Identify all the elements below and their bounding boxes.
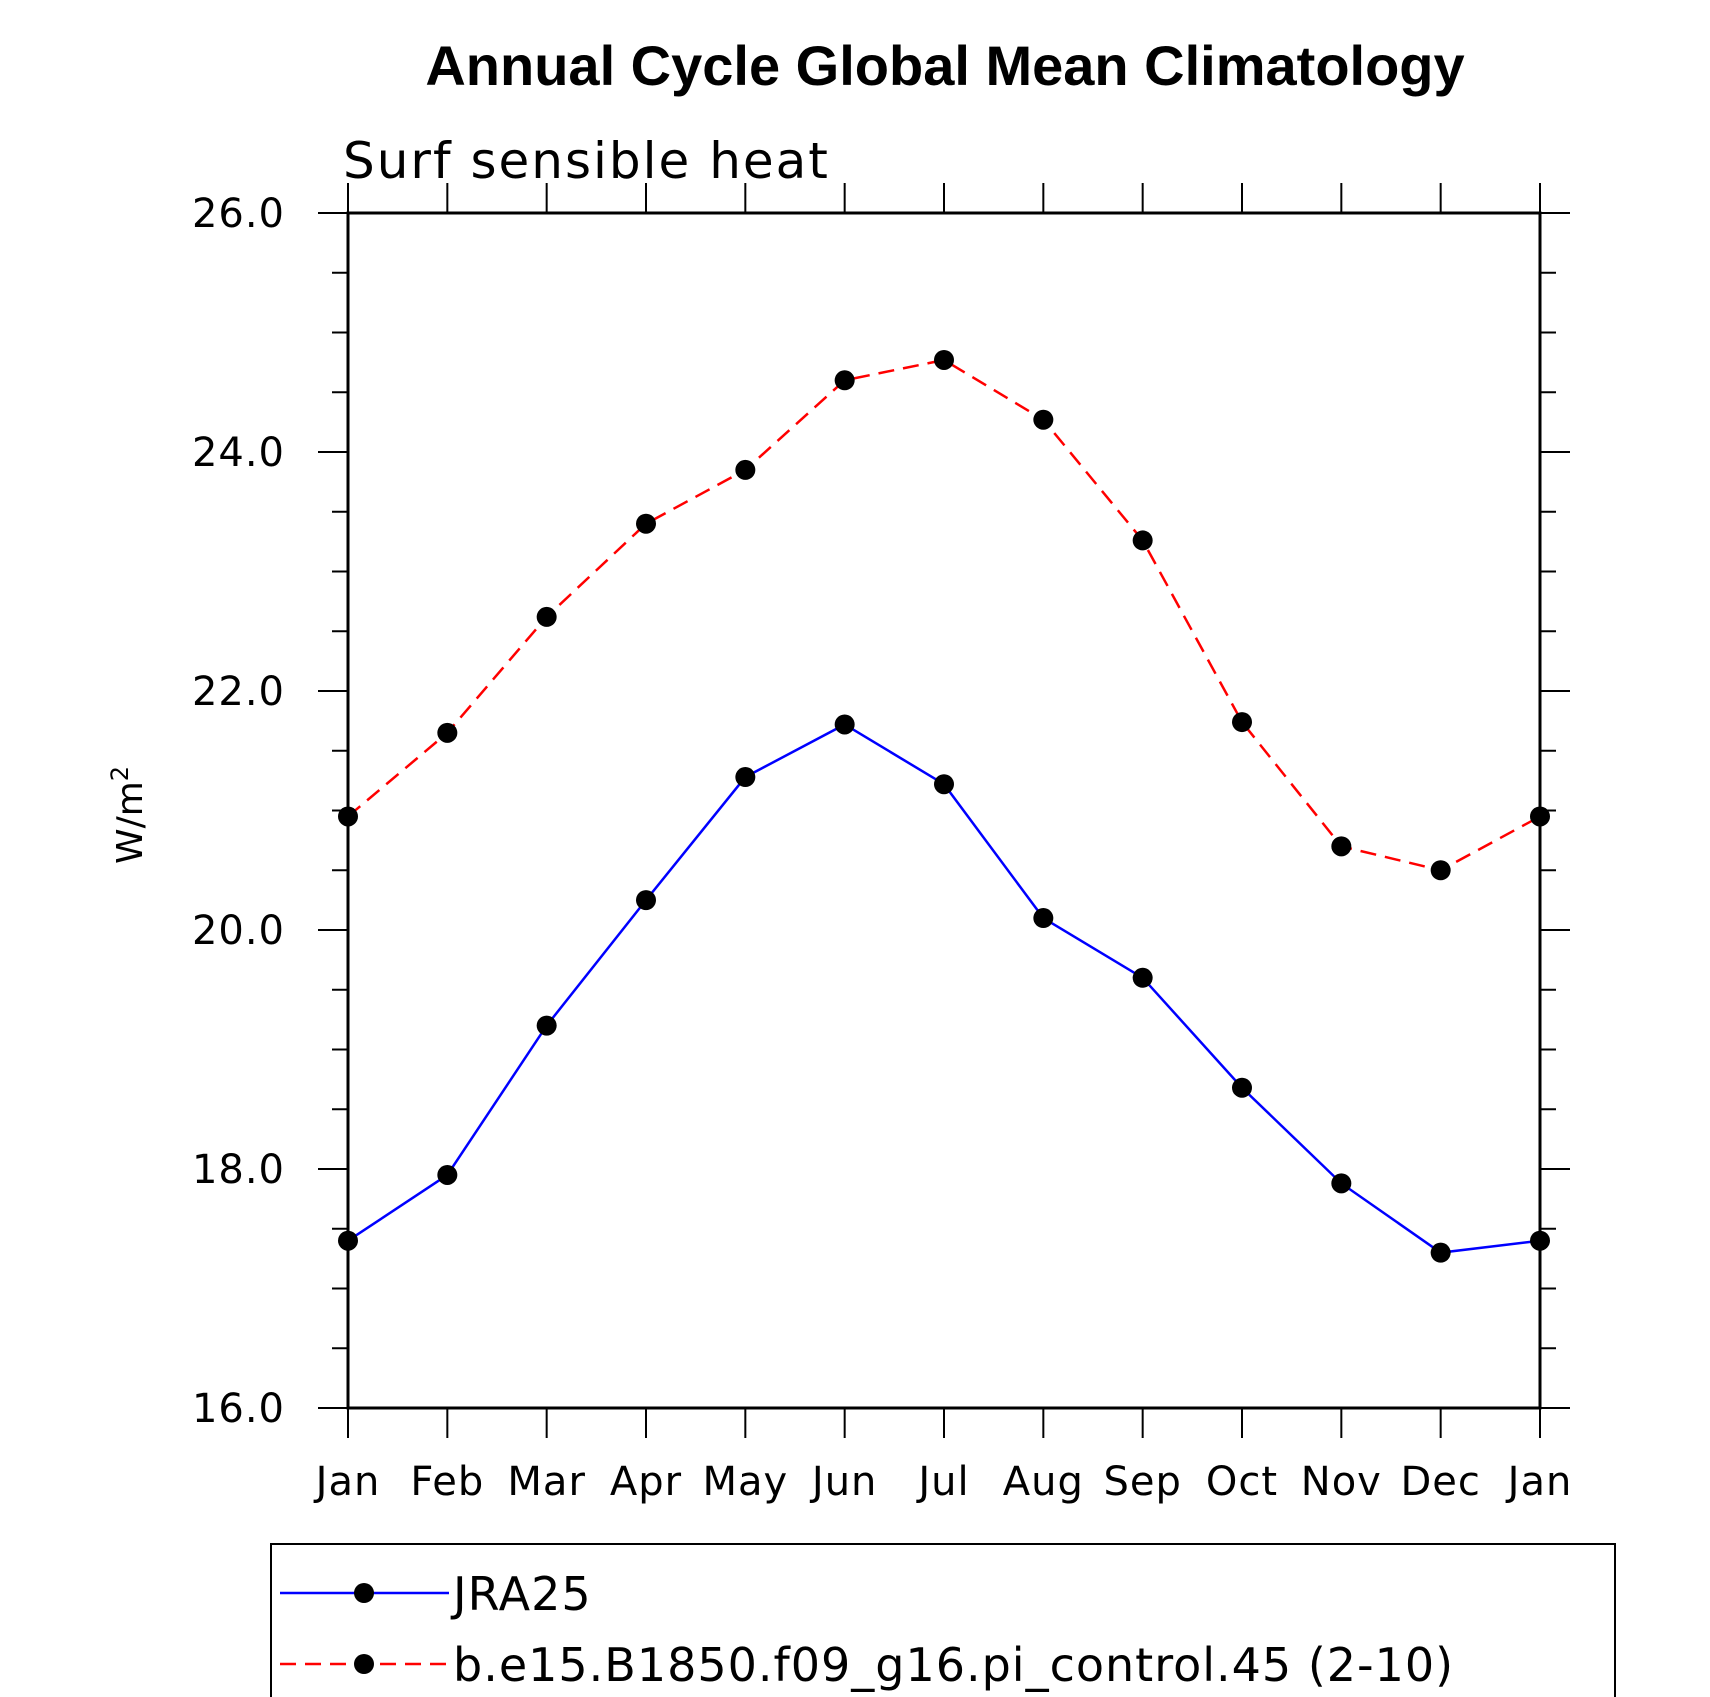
x-tick-label: Feb: [410, 1459, 484, 1505]
y-tick-label: 26.0: [192, 191, 285, 237]
y-axis: 16.0 18.0 20.0 22.0 24.0 26.0: [192, 191, 1570, 1432]
x-tick-label: Dec: [1400, 1459, 1480, 1505]
data-point: [1033, 409, 1054, 430]
data-point: [536, 1015, 557, 1036]
data-point: [1232, 712, 1252, 733]
legend-box: [270, 1543, 1616, 1697]
x-tick-label: Oct: [1206, 1459, 1278, 1505]
y-axis-label: W/m2: [106, 766, 151, 864]
x-tick-label: Aug: [1003, 1459, 1084, 1505]
x-tick-label: Mar: [507, 1459, 585, 1505]
series-line-0: [347, 723, 1541, 1254]
data-point: [1132, 967, 1153, 988]
data-point: [338, 1230, 358, 1251]
data-point: [1331, 1173, 1352, 1194]
x-tick-label: May: [702, 1459, 788, 1505]
legend-label-0: JRA25: [450, 1567, 592, 1621]
y-tick-label: 22.0: [192, 669, 285, 715]
data-point: [834, 714, 855, 735]
legend-marker-0: [354, 1583, 374, 1603]
data-point: [338, 806, 358, 827]
data-point: [536, 606, 557, 627]
data-point: [1430, 860, 1451, 881]
data-point: [1033, 908, 1054, 929]
data-point: [934, 774, 954, 795]
x-tick-label: Apr: [610, 1459, 682, 1505]
data-point: [1530, 1230, 1550, 1251]
data-point: [437, 722, 458, 743]
data-point: [934, 349, 954, 370]
x-tick-label: Nov: [1301, 1459, 1382, 1505]
chart-subtitle: Surf sensible heat: [343, 132, 830, 190]
y-tick-label: 24.0: [192, 430, 285, 476]
data-point: [735, 459, 756, 480]
data-point: [834, 370, 855, 391]
y-tick-label: 20.0: [192, 908, 285, 954]
plot-frame: [346, 211, 1542, 1410]
chart-title: Annual Cycle Global Mean Climatology: [425, 34, 1464, 97]
data-point: [1331, 836, 1352, 857]
plot-border: [346, 211, 1542, 1410]
x-tick-label: Jul: [915, 1459, 969, 1505]
x-tick-label: Jan: [313, 1459, 381, 1505]
data-point: [1430, 1242, 1451, 1263]
data-point: [735, 767, 756, 788]
y-tick-label: 18.0: [192, 1147, 285, 1193]
x-axis: Jan Feb Mar Apr May Jun Jul Aug Sep Oct Nov Dec Jan: [313, 183, 1573, 1505]
data-point: [1232, 1077, 1252, 1098]
x-tick-label: Jun: [809, 1459, 878, 1505]
data-point: [1530, 806, 1550, 827]
legend-marker-1: [354, 1654, 374, 1674]
legend: JRA25 b.e15.B1850.f09_g16.pi_control.45 (…: [270, 1543, 1616, 1697]
data-point: [437, 1164, 458, 1185]
y-tick-label: 16.0: [192, 1386, 285, 1432]
x-tick-label: Jan: [1505, 1459, 1573, 1505]
data-point: [1132, 530, 1153, 551]
series-layer: [338, 349, 1550, 1263]
data-point: [636, 890, 656, 911]
x-tick-label: Sep: [1103, 1459, 1181, 1505]
data-point: [636, 513, 656, 534]
legend-label-1: b.e15.B1850.f09_g16.pi_control.45 (2-10): [453, 1638, 1454, 1692]
